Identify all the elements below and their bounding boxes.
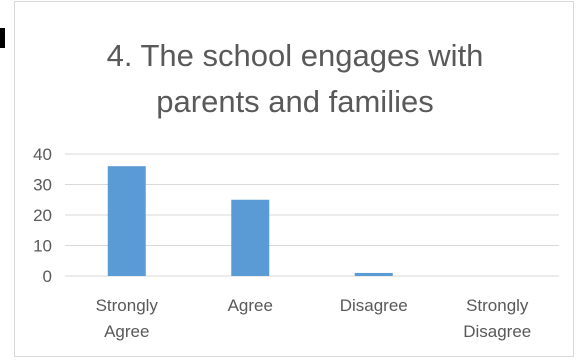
bar: [354, 272, 393, 276]
chart-frame: 4. The school engages with parents and f…: [14, 1, 574, 357]
x-tick-label: Agree: [104, 322, 149, 341]
x-tick-label: Strongly: [466, 296, 529, 315]
x-tick-label: Disagree: [463, 322, 531, 341]
y-tick-label: 20: [33, 206, 52, 225]
chart-title: 4. The school engages with parents and f…: [106, 38, 484, 119]
x-tick-label: Strongly: [96, 296, 159, 315]
y-tick-label: 30: [33, 176, 52, 195]
x-tick-label: Agree: [228, 296, 273, 315]
edge-mark: [0, 28, 5, 48]
x-tick-label: Disagree: [340, 296, 408, 315]
bar: [231, 199, 270, 276]
bar: [107, 166, 146, 276]
y-tick-label: 40: [33, 145, 52, 164]
y-tick-label: 10: [33, 237, 52, 256]
y-tick-label: 0: [43, 267, 52, 286]
bar-chart: 0 10 20 30 40 Strongly Agree Agree Disagree Stron…: [33, 145, 559, 341]
